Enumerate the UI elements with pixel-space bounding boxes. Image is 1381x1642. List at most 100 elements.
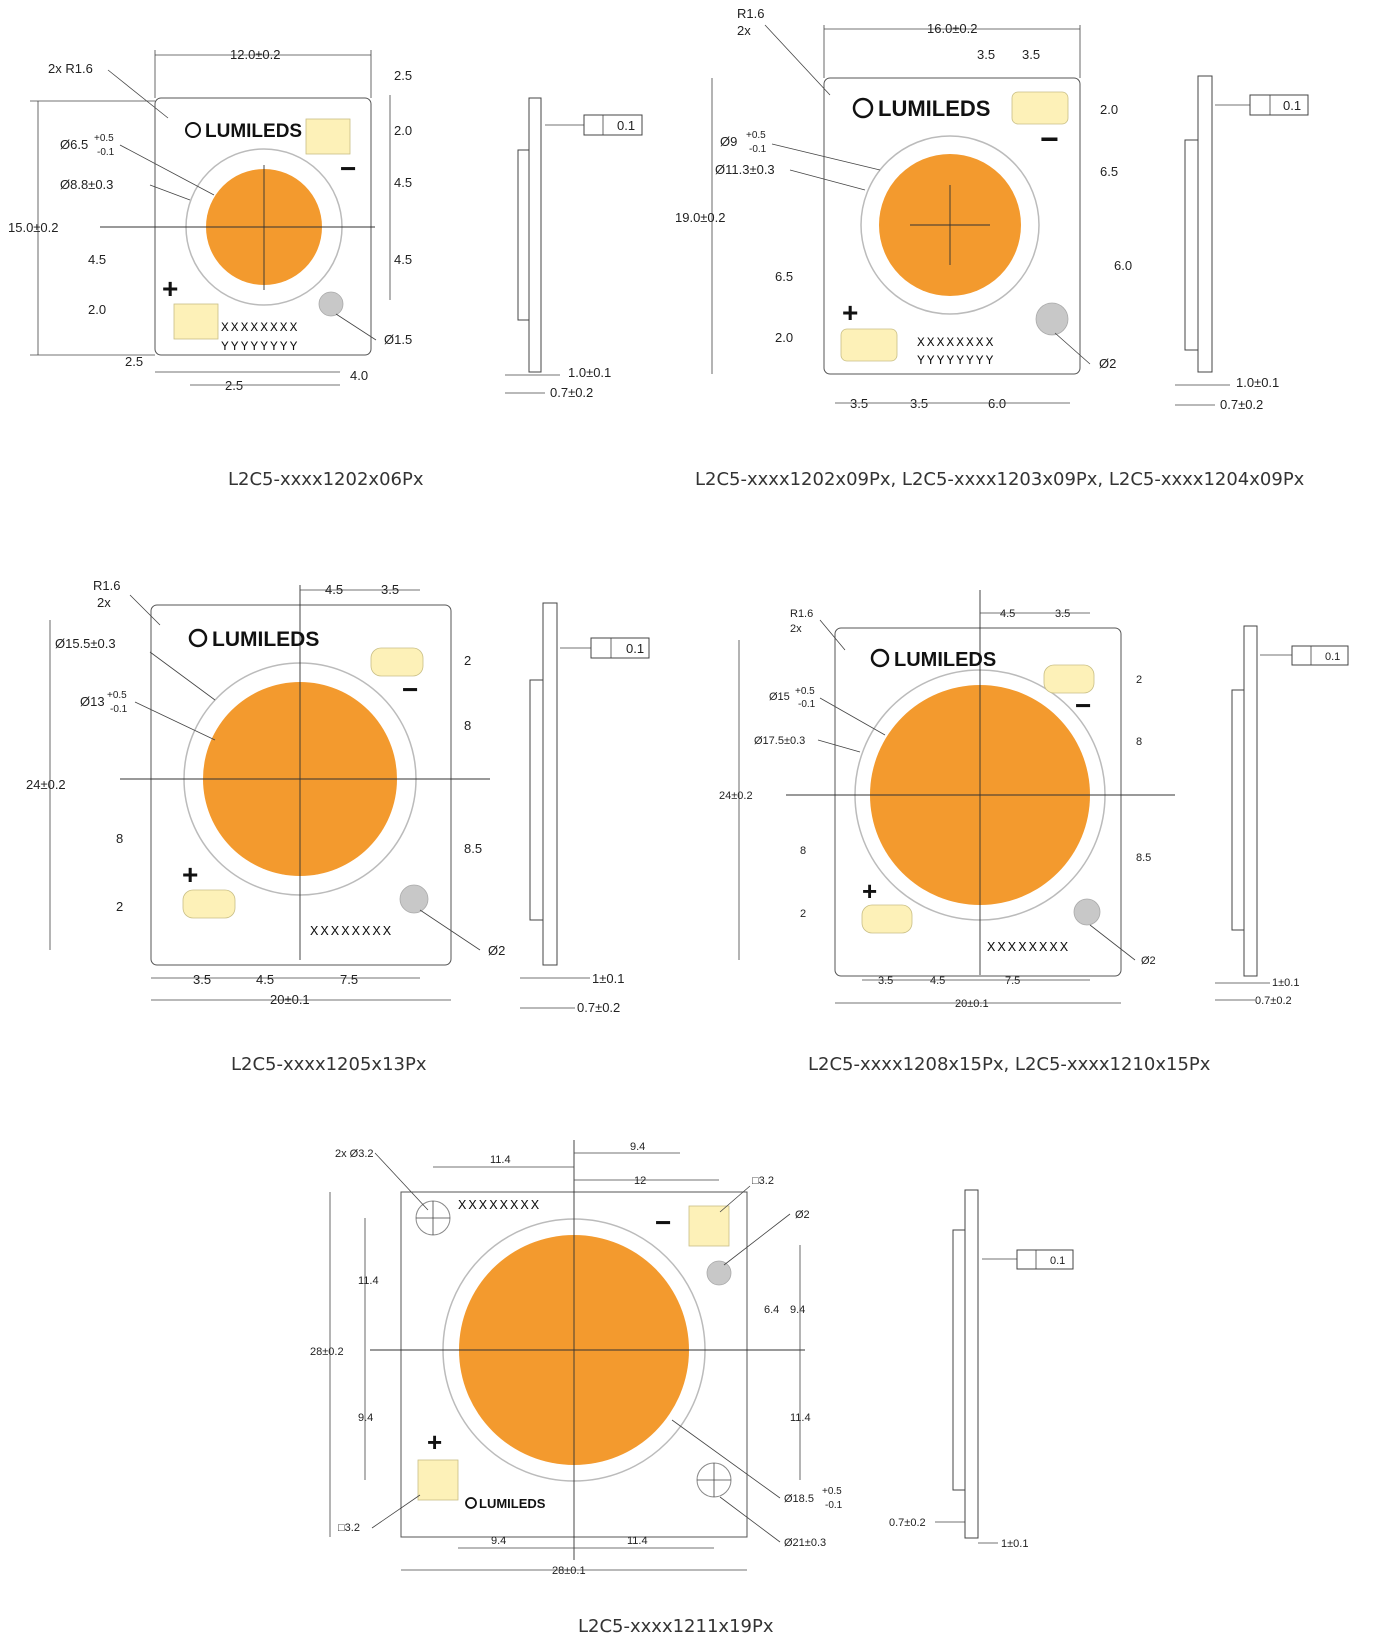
les-dia-tol-minus: -0.1: [825, 1500, 843, 1511]
dim-board-height: 24±0.2: [26, 777, 66, 792]
les-dia-tol-plus: +0.5: [107, 690, 127, 701]
dim-c: 2: [464, 653, 471, 668]
side-view: [1197, 75, 1213, 373]
caption: L2C5-xxxx1211x19Px: [578, 1616, 774, 1637]
dim-board-width: 20±0.1: [955, 998, 989, 1010]
flatness-value: 0.1: [617, 118, 635, 133]
ring-dia-label: Ø8.8±0.3: [60, 177, 113, 192]
logo: LUMILEDS: [852, 96, 990, 121]
ring-dia-label: Ø11.3±0.3: [715, 162, 775, 177]
pad-positive: [417, 1459, 459, 1501]
mounting-hole: [399, 884, 429, 914]
drawing-4: LUMILEDS − + XXXXXXXX 20±0.1 24±0.2 R1.6…: [719, 590, 1349, 1075]
hole-label: Ø2: [1099, 356, 1116, 371]
flatness-value: 0.1: [1325, 651, 1340, 663]
pad-negative: [370, 647, 424, 677]
side-dim-a: 1.0±0.1: [568, 365, 611, 380]
plus-sign: +: [182, 859, 198, 890]
dim-e: 8.5: [1136, 852, 1151, 864]
dim-g: 2: [116, 899, 123, 914]
ring-dia-label: Ø17.5±0.3: [754, 735, 805, 747]
dim-a: 4.5: [1000, 608, 1015, 620]
dim-f: 6.4: [764, 1304, 779, 1316]
dim-a: 3.5: [977, 47, 995, 62]
dim-f: 6.5: [775, 269, 793, 284]
code-x: XXXXXXXX: [987, 940, 1070, 956]
dim-a: 2.5: [394, 68, 412, 83]
brand-label: LUMILEDS: [205, 121, 302, 142]
drawing-3: LUMILEDS − + XXXXXXXX 20±0.1 24±0.2 R1.6…: [26, 578, 650, 1075]
caption: L2C5-xxxx1205x13Px: [231, 1054, 427, 1075]
dim-d: 8: [464, 718, 471, 733]
pad-positive: [173, 303, 219, 340]
side-dim-b: 0.7±0.2: [577, 1000, 620, 1015]
dim-i: 4.5: [930, 975, 945, 987]
dim-board-height: 19.0±0.2: [675, 210, 726, 225]
pad-negative: [1011, 91, 1069, 125]
flatness-value: 0.1: [1283, 98, 1301, 113]
pad-positive: [182, 889, 236, 919]
dim-h: 3.5: [878, 975, 893, 987]
dim-d: 8: [1136, 736, 1142, 748]
corner-label: 2x R1.6: [48, 61, 93, 76]
logo: LUMILEDS: [185, 121, 302, 142]
code-y: YYYYYYYY: [221, 339, 299, 354]
caption: L2C5-xxxx1208x15Px, L2C5-xxxx1210x15Px: [808, 1054, 1211, 1075]
les-dia-tol-minus: -0.1: [798, 699, 816, 710]
plus-sign: +: [862, 876, 877, 906]
side-dim-b: 0.7±0.2: [550, 385, 593, 400]
dim-e: 9.4: [358, 1412, 373, 1424]
dim-d: 6.5: [1100, 164, 1118, 179]
hole-label: Ø1.5: [384, 332, 412, 347]
dim-i: 4.0: [350, 368, 368, 383]
dim-g: 2.0: [775, 330, 793, 345]
hole-small-label: Ø2: [795, 1209, 810, 1221]
pad-positive: [840, 328, 898, 362]
dim-g: 2.5: [125, 354, 143, 369]
side-view: [1243, 625, 1258, 977]
side-view: [542, 602, 558, 966]
mounting-hole: [1035, 302, 1069, 336]
les-dia-label: Ø18.5: [784, 1493, 814, 1505]
ring-dia-label: Ø15.5±0.3: [55, 636, 116, 651]
brand-label: LUMILEDS: [479, 1496, 546, 1511]
les-dia-tol-minus: -0.1: [97, 147, 115, 158]
side-view: [528, 97, 542, 373]
corner-count: 2x: [790, 623, 802, 635]
dim-h: 2.5: [225, 378, 243, 393]
dim-c: 4.5: [394, 175, 412, 190]
minus-sign: −: [655, 1207, 671, 1238]
dim-j: 7.5: [1005, 975, 1020, 987]
dim-a: 11.4: [490, 1154, 511, 1166]
corner-count: 2x: [737, 23, 751, 38]
corner-r: R1.6: [93, 578, 120, 593]
dim-e: 8.5: [464, 841, 482, 856]
side-dim-b: 0.7±0.2: [1255, 995, 1292, 1007]
les-dia-tol-plus: +0.5: [822, 1486, 842, 1497]
dim-d: 4.5: [394, 252, 412, 267]
dim-f: 2.0: [88, 302, 106, 317]
dim-g: 2: [800, 908, 806, 920]
caption: L2C5-xxxx1202x06Px: [228, 469, 424, 490]
les-dia-tol-plus: +0.5: [94, 133, 114, 144]
dim-a: 4.5: [325, 582, 343, 597]
dim-b: 9.4: [630, 1141, 645, 1153]
plus-sign: +: [427, 1427, 442, 1457]
drawing-2: LUMILEDS − + XXXXXXXX YYYYYYYY 16.0±0.2 …: [675, 6, 1309, 490]
code-x: XXXXXXXX: [917, 335, 995, 350]
flatness-value: 0.1: [626, 641, 644, 656]
dim-b: 3.5: [381, 582, 399, 597]
side-dim-a: 1±0.1: [1272, 977, 1299, 989]
dim-j: 7.5: [340, 972, 358, 987]
logo: LUMILEDS: [465, 1496, 546, 1511]
dim-board-width: 12.0±0.2: [230, 47, 281, 62]
hole-label: Ø2: [1141, 955, 1156, 967]
dim-c: 2.0: [1100, 102, 1118, 117]
les-dia-tol-plus: +0.5: [795, 686, 815, 697]
caption: L2C5-xxxx1202x09Px, L2C5-xxxx1203x09Px, …: [695, 469, 1305, 490]
les-dia-tol-plus: +0.5: [746, 130, 766, 141]
dim-b: 3.5: [1055, 608, 1070, 620]
dim-board-width: 20±0.1: [270, 992, 310, 1007]
dim-i: 9.4: [491, 1535, 506, 1547]
